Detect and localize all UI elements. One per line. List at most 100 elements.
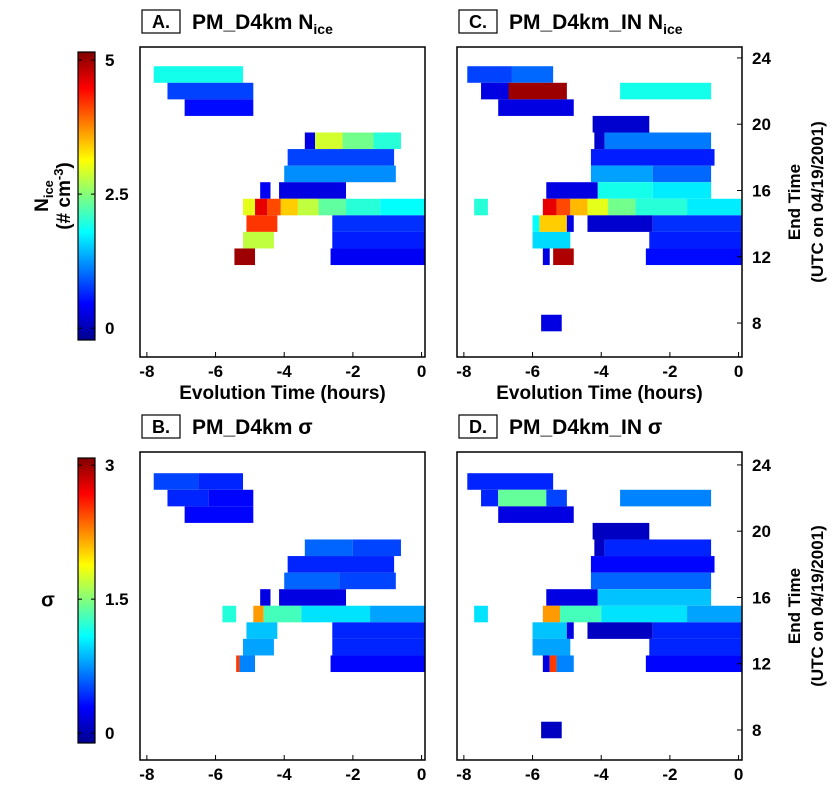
- x-tick-label: -8: [139, 765, 154, 784]
- heatmap-cell: [590, 572, 712, 590]
- heatmap-cell: [587, 622, 653, 639]
- heatmap-cell: [597, 589, 712, 606]
- heatmap-cell: [652, 165, 712, 183]
- panel-label-box: [141, 9, 181, 34]
- heatmap-cell: [560, 605, 602, 623]
- x-tick-label: -2: [345, 765, 360, 784]
- heatmap-cell: [587, 215, 653, 232]
- colorbar: [77, 51, 96, 341]
- panel-label-box: [458, 9, 498, 34]
- heatmap-cell: [330, 248, 425, 266]
- x-tick-label: 0: [734, 765, 743, 784]
- colorbar-label: Nice: [32, 180, 56, 212]
- heatmap-cell: [652, 622, 742, 639]
- y-tick-label: 16: [752, 588, 771, 607]
- x-tick-label: 0: [417, 362, 426, 381]
- y-tick-label: 20: [752, 522, 771, 541]
- heatmap-cell: [474, 198, 488, 216]
- heatmap-cell: [546, 182, 598, 199]
- heatmap-cell: [304, 539, 353, 557]
- heatmap-cell: [352, 539, 401, 557]
- x-tick-label: -2: [662, 765, 677, 784]
- heatmap-cell: [184, 506, 254, 523]
- x-axis-label: Evolution Time (hours): [179, 383, 386, 404]
- heatmap-cell: [601, 605, 688, 623]
- panel-title-text: PM_D4km σ: [192, 416, 313, 439]
- y-tick-label: 24: [752, 456, 771, 475]
- y-tick-label: 8: [752, 721, 761, 740]
- heatmap-cell: [539, 215, 567, 232]
- x-tick-label: -4: [277, 765, 293, 784]
- heatmap-cell: [594, 539, 605, 557]
- heatmap-cell: [332, 622, 425, 639]
- heatmap-cell: [570, 198, 588, 216]
- heatmap-cell: [330, 655, 425, 673]
- heatmap-cell: [542, 248, 550, 266]
- colorbar-tick-label: 0: [105, 319, 114, 338]
- heatmap-cell: [184, 99, 254, 116]
- heatmap-cell: [498, 506, 574, 523]
- panel-title: PM_D4km σ: [192, 416, 313, 439]
- panel-label: A.: [152, 12, 170, 32]
- heatmap-cell: [566, 622, 574, 639]
- heatmap-cell: [542, 605, 561, 623]
- heatmap-cell: [280, 198, 298, 216]
- heatmap-cell: [546, 489, 567, 507]
- heatmap-cell: [541, 721, 562, 739]
- heatmap-cell: [546, 589, 598, 606]
- heatmap-cell: [332, 215, 425, 232]
- heatmap-cell: [594, 132, 605, 150]
- colorbar-label-text: ): [54, 162, 75, 168]
- y-tick-label: 12: [752, 248, 771, 267]
- heatmap-cell: [287, 149, 395, 166]
- heatmap-cell: [153, 473, 199, 490]
- heatmap-cell: [542, 655, 550, 673]
- heatmap-cell: [532, 638, 571, 656]
- heatmap-cell: [553, 248, 574, 266]
- plot-frame: [139, 46, 426, 358]
- panel-title-sub: ice: [663, 21, 683, 37]
- panel-label-box: [458, 414, 498, 439]
- heatmap-cell: [620, 489, 712, 507]
- x-tick-label: -6: [525, 362, 540, 381]
- heatmap-cell: [541, 314, 562, 332]
- panel-label: B.: [152, 417, 170, 437]
- x-tick-label: -8: [456, 362, 471, 381]
- heatmap-cell: [234, 248, 256, 266]
- colorbar: [77, 457, 96, 744]
- panel-label: D.: [469, 417, 487, 437]
- plot-frame: [456, 451, 743, 761]
- heatmap-cell: [297, 198, 319, 216]
- colorbar-label: σ: [41, 590, 55, 612]
- heatmap-cell: [239, 655, 256, 673]
- heatmap-cell: [645, 655, 742, 673]
- heatmap-cell: [635, 198, 688, 216]
- colorbar-label: (# cm-3): [51, 162, 75, 230]
- heatmap-cell: [198, 473, 244, 490]
- heatmap-cell: [255, 198, 268, 216]
- heatmap-cell: [332, 231, 425, 249]
- y-axis-label: End Time: [785, 568, 804, 644]
- heatmap-cell: [542, 198, 557, 216]
- heatmap-cell: [556, 655, 574, 673]
- heatmap-cell: [236, 655, 240, 673]
- heatmap-cell: [604, 539, 712, 557]
- colorbar-label-text: N: [32, 198, 53, 212]
- panel-title: PM_D4km_IN σ: [509, 416, 662, 439]
- heatmap-cell: [208, 489, 254, 507]
- heatmap-cell: [498, 99, 574, 116]
- colorbar-label-sub: ice: [41, 180, 56, 198]
- panel-title-text: PM_D4km_IN σ: [509, 416, 662, 439]
- heatmap-cell: [260, 589, 271, 606]
- x-tick-label: 0: [417, 765, 426, 784]
- heatmap-cell: [246, 215, 278, 232]
- heatmap-cell: [167, 489, 209, 507]
- y-axis-label: (UTC on 04/19/2001): [808, 525, 827, 687]
- heatmap-cell: [284, 165, 396, 183]
- colorbar-label-sup: -3: [51, 169, 66, 181]
- heatmap-cell: [481, 82, 509, 100]
- heatmap-cell: [687, 198, 742, 216]
- heatmap-cell: [260, 182, 271, 199]
- heatmap-cell: [243, 231, 274, 249]
